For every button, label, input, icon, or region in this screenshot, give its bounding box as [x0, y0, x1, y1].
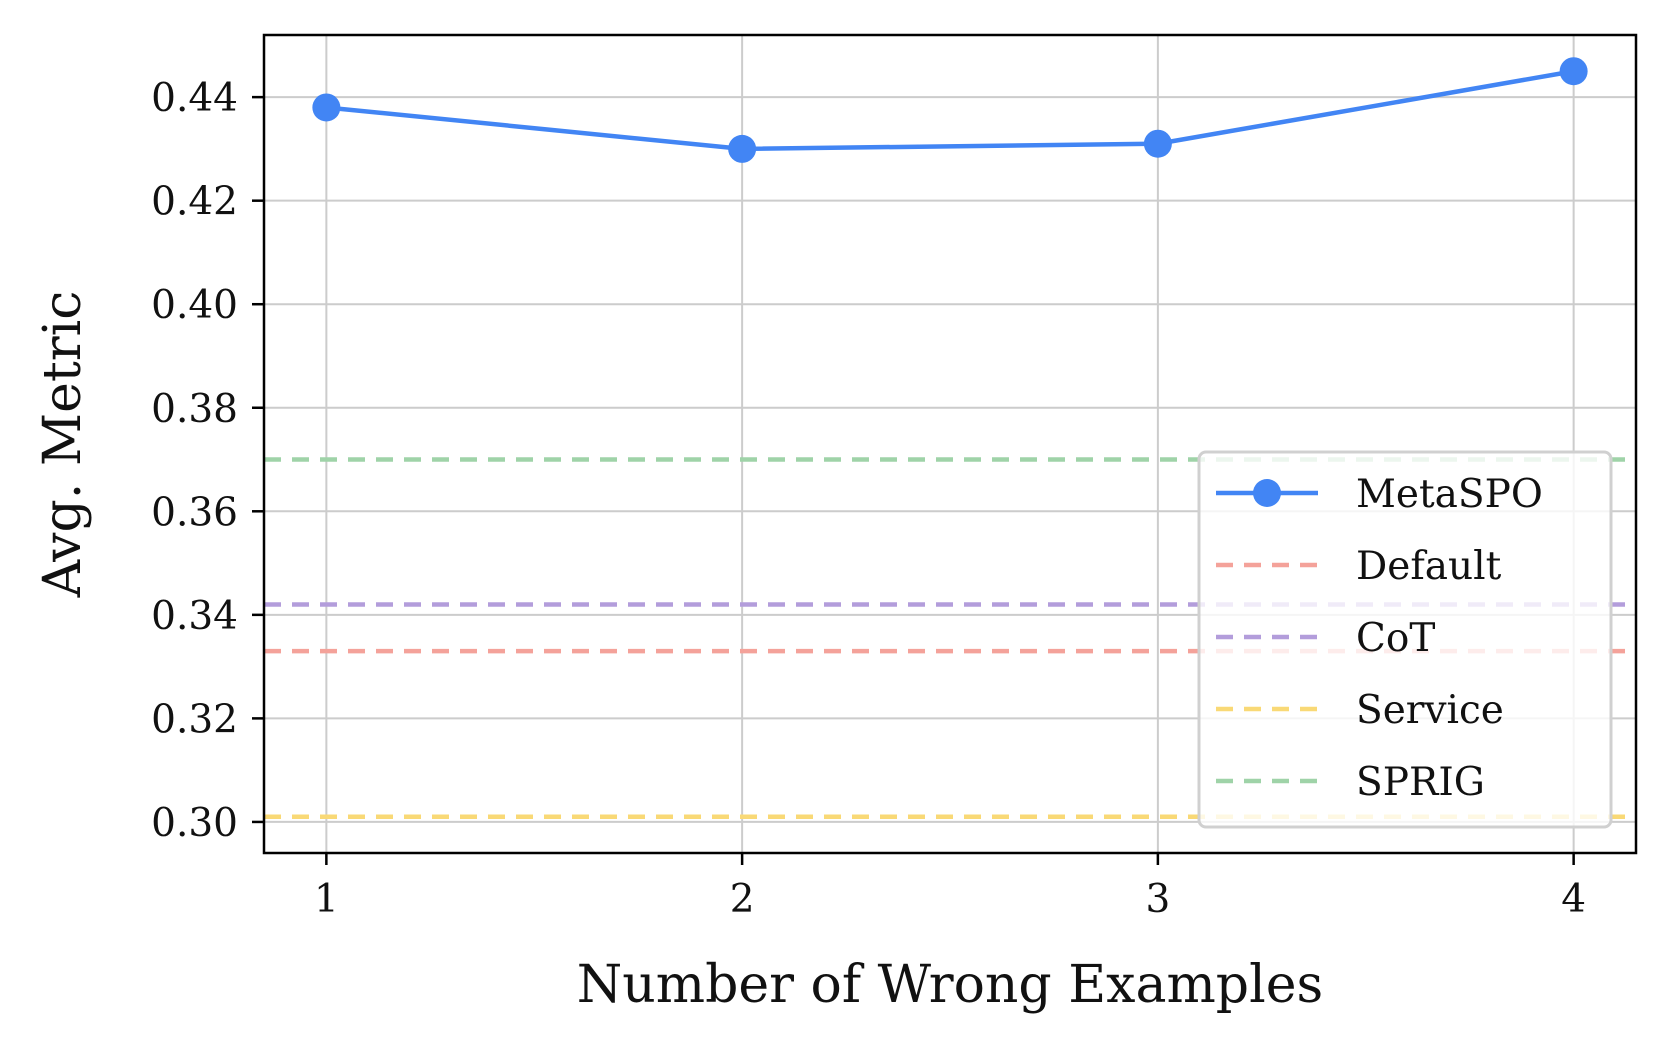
metaspo-point: [1143, 129, 1172, 158]
x-axis-label: Number of Wrong Examples: [577, 955, 1323, 1015]
metaspo-point: [728, 134, 757, 163]
legend-item-sprig: SPRIG: [1216, 760, 1485, 805]
x-tick-label: 2: [730, 877, 755, 922]
y-axis-label: Avg. Metric: [33, 291, 93, 599]
legend-item-cot: CoT: [1216, 616, 1435, 661]
metaspo-point: [312, 93, 341, 122]
legend: MetaSPO Default CoT Service SPRIG: [1197, 450, 1613, 829]
y-tick-label: 0.38: [151, 387, 238, 432]
y-tick-label: 0.36: [151, 490, 238, 535]
legend-item-default: Default: [1216, 544, 1502, 589]
legend-marker-swatch: [1253, 479, 1281, 507]
legend-label: Default: [1356, 544, 1502, 589]
baseline-lines: [264, 457, 1636, 820]
y-tick-label: 0.42: [151, 180, 238, 225]
y-tick-label: 0.30: [151, 801, 238, 846]
metaspo-line: [326, 69, 1575, 152]
x-axis-ticks: 1 2 3 4: [314, 853, 1586, 922]
x-tick-label: 4: [1561, 877, 1586, 922]
legend-label: CoT: [1356, 616, 1435, 661]
x-tick-label: 1: [314, 877, 339, 922]
metaspo-series: [312, 57, 1588, 163]
metaspo-point: [1559, 57, 1588, 86]
legend-label: MetaSPO: [1356, 472, 1543, 517]
y-tick-label: 0.34: [151, 594, 238, 639]
legend-item-service: Service: [1216, 688, 1504, 733]
x-tick-label: 3: [1145, 877, 1170, 922]
legend-label: Service: [1356, 688, 1504, 733]
legend-item-metaspo: MetaSPO: [1216, 472, 1543, 517]
y-tick-label: 0.40: [151, 283, 238, 328]
plot-frame: [262, 33, 1638, 855]
legend-box: [1197, 450, 1613, 829]
y-axis-ticks: 0.30 0.32 0.34 0.36 0.38 0.40 0.42 0.44: [151, 76, 264, 846]
y-tick-label: 0.44: [151, 76, 238, 121]
legend-label: SPRIG: [1356, 760, 1485, 805]
y-tick-label: 0.32: [151, 697, 238, 742]
